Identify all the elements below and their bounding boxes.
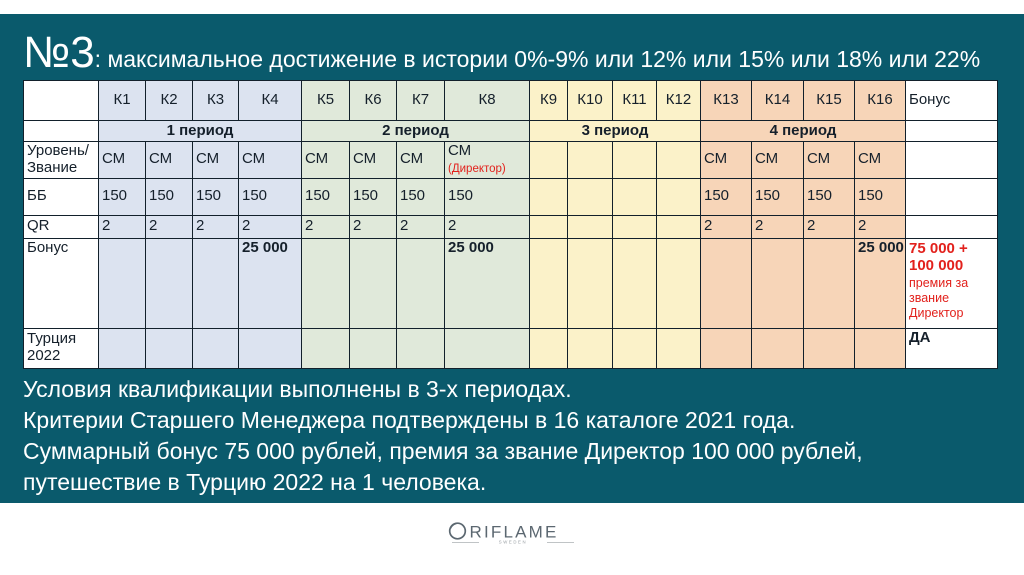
svg-text:RIFLAME: RIFLAME <box>470 522 559 541</box>
svg-text:SWEDEN: SWEDEN <box>499 540 527 545</box>
